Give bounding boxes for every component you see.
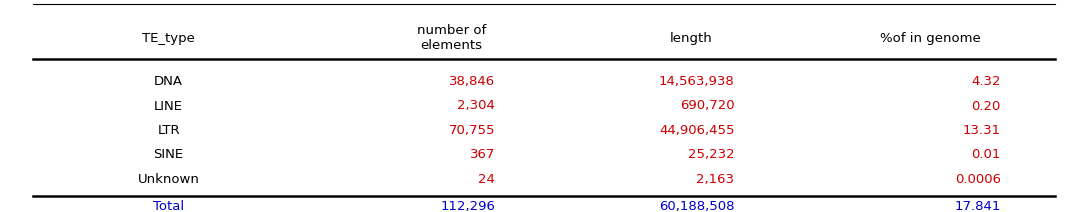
Text: 367: 367 (470, 148, 495, 161)
Text: 0.20: 0.20 (972, 99, 1001, 113)
Text: 690,720: 690,720 (680, 99, 734, 113)
Text: 4.32: 4.32 (972, 75, 1001, 88)
Text: 25,232: 25,232 (688, 148, 734, 161)
Text: 0.0006: 0.0006 (955, 173, 1001, 186)
Text: LTR: LTR (158, 124, 180, 137)
Text: Total: Total (153, 200, 184, 212)
Text: 70,755: 70,755 (448, 124, 495, 137)
Text: TE_type: TE_type (143, 32, 195, 45)
Text: SINE: SINE (153, 148, 184, 161)
Text: length: length (669, 32, 713, 45)
Text: 24: 24 (478, 173, 495, 186)
Text: 60,188,508: 60,188,508 (659, 200, 734, 212)
Text: LINE: LINE (154, 99, 183, 113)
Text: 14,563,938: 14,563,938 (658, 75, 734, 88)
Text: 17.841: 17.841 (954, 200, 1001, 212)
Text: 13.31: 13.31 (963, 124, 1001, 137)
Text: %of in genome: %of in genome (880, 32, 980, 45)
Text: 2,304: 2,304 (457, 99, 495, 113)
Text: DNA: DNA (154, 75, 183, 88)
Text: 0.01: 0.01 (972, 148, 1001, 161)
Text: number of
elements: number of elements (417, 24, 486, 52)
Text: 44,906,455: 44,906,455 (659, 124, 734, 137)
Text: Unknown: Unknown (138, 173, 199, 186)
Text: 38,846: 38,846 (449, 75, 495, 88)
Text: 112,296: 112,296 (441, 200, 495, 212)
Text: 2,163: 2,163 (696, 173, 734, 186)
